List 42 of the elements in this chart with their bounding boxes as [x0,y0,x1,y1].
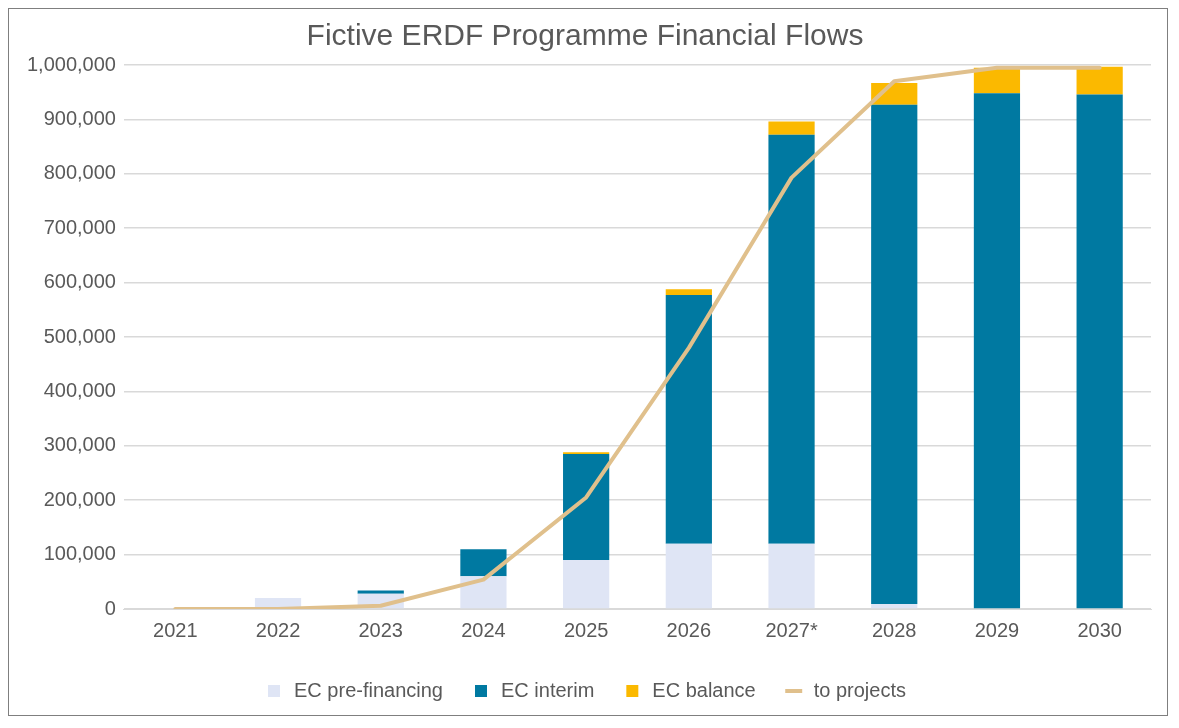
legend-label: EC pre-financing [294,678,443,701]
y-tick-label: 500,000 [43,324,116,347]
bar [973,93,1021,609]
bar [665,289,712,296]
y-tick-label: 1,000,000 [26,52,116,75]
bar [1076,66,1123,95]
y-tick-label: 300,000 [43,433,116,456]
bar [665,543,712,609]
bar [563,560,610,609]
y-tick-label: 400,000 [43,378,116,401]
y-tick-label: 200,000 [43,487,116,510]
x-tick-label: 2024 [461,618,506,641]
x-tick-label: 2030 [1077,618,1122,641]
bar [357,590,404,594]
bar [768,543,815,609]
x-tick-label: 2022 [255,618,301,641]
bar [460,549,507,577]
legend-label: EC interim [500,678,595,701]
legend-label: EC balance [652,678,756,701]
bar [665,295,712,544]
x-tick-label: 2028 [871,618,917,641]
x-tick-label: 2023 [358,618,403,641]
x-tick-label: 2021 [153,618,198,641]
bar [563,453,610,561]
y-tick-label: 0 [104,596,116,619]
bar [768,121,815,135]
bar [768,134,815,544]
x-tick-label: 2029 [974,618,1020,641]
bar [871,104,918,605]
y-tick-label: 700,000 [43,215,116,238]
x-tick-label: 2025 [563,618,609,641]
y-tick-label: 100,000 [43,542,116,565]
legend-label: to projects [813,678,906,701]
y-tick-label: 600,000 [43,270,116,293]
chart-title: Fictive ERDF Programme Financial Flows [306,18,864,52]
y-tick-label: 900,000 [43,106,116,129]
bar [1076,94,1123,609]
x-tick-label: 2027* [765,618,818,641]
bar [460,576,507,609]
y-tick-label: 800,000 [43,161,116,184]
x-tick-label: 2026 [666,618,712,641]
bar [871,604,918,609]
